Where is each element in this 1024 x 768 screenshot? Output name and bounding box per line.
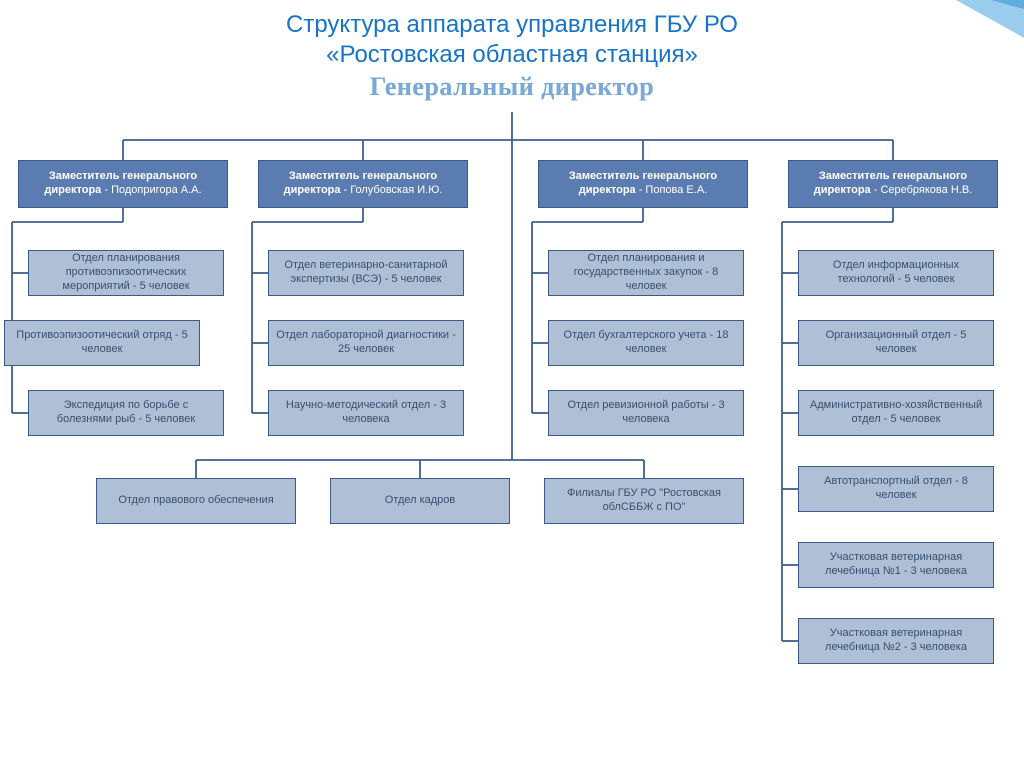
dept-d4-5: Участковая ветеринарная лечебница №1 - 3… bbox=[798, 542, 994, 588]
dept-d2-3: Научно-методический отдел - 3 человека bbox=[268, 390, 464, 436]
bottom-dept-2: Отдел кадров bbox=[330, 478, 510, 524]
deputy-3: Заместитель генерального директора - Поп… bbox=[538, 160, 748, 208]
dept-d1-3: Экспедиция по борьбе с болезнями рыб - 5… bbox=[28, 390, 224, 436]
dept-d1-2: Противоэпизоотический отряд - 5 человек bbox=[4, 320, 200, 366]
dept-d4-3: Административно-хозяйственный отдел - 5 … bbox=[798, 390, 994, 436]
dept-d3-2: Отдел бухгалтерского учета - 18 человек bbox=[548, 320, 744, 366]
dept-d4-2: Организационный отдел - 5 человек bbox=[798, 320, 994, 366]
dept-d3-3: Отдел ревизионной работы - 3 человека bbox=[548, 390, 744, 436]
deputy-4: Заместитель генерального директора - Сер… bbox=[788, 160, 998, 208]
title-line-1: Структура аппарата управления ГБУ РО bbox=[286, 11, 738, 38]
deputy-1: Заместитель генерального директора - Под… bbox=[18, 160, 228, 208]
dept-d2-1: Отдел ветеринарно-санитарной экспертизы … bbox=[268, 250, 464, 296]
root-node-label: Генеральный директор bbox=[0, 72, 1024, 102]
dept-d4-6: Участковая ветеринарная лечебница №2 - 3… bbox=[798, 618, 994, 664]
bottom-dept-1: Отдел правового обеспечения bbox=[96, 478, 296, 524]
dept-d4-1: Отдел информационных технологий - 5 чело… bbox=[798, 250, 994, 296]
deputy-2: Заместитель генерального директора - Гол… bbox=[258, 160, 468, 208]
title-line-2: «Ростовская областная станция» bbox=[326, 41, 698, 68]
page-title: Структура аппарата управления ГБУ РО «Ро… bbox=[0, 0, 1024, 70]
dept-d1-1: Отдел планирования противоэпизоотических… bbox=[28, 250, 224, 296]
dept-d3-1: Отдел планирования и государственных зак… bbox=[548, 250, 744, 296]
dept-d4-4: Автотранспортный отдел - 8 человек bbox=[798, 466, 994, 512]
dept-d2-2: Отдел лабораторной диагностики - 25 чело… bbox=[268, 320, 464, 366]
bottom-dept-3: Филиалы ГБУ РО "Ростовская облСББЖ с ПО" bbox=[544, 478, 744, 524]
